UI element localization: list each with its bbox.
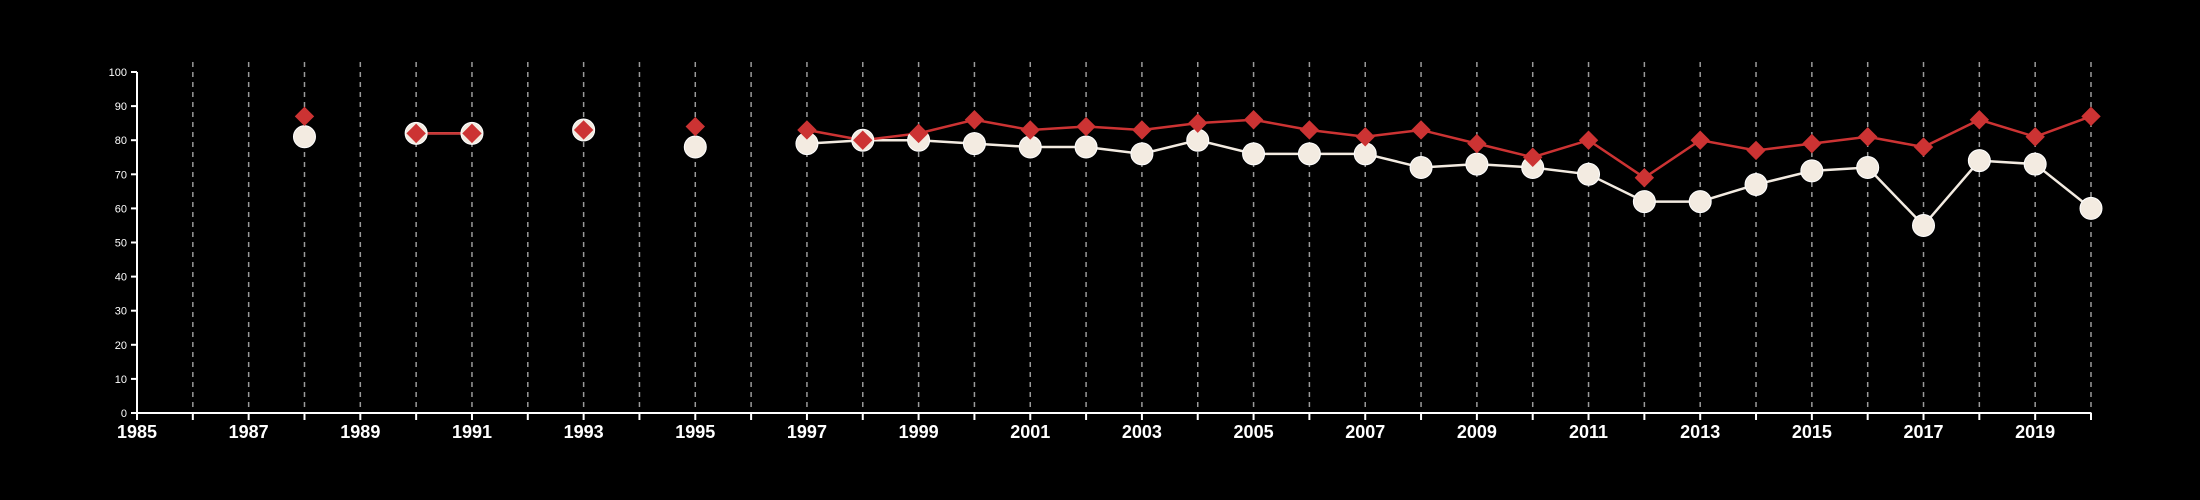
x-tick-label: 2017	[1903, 422, 1943, 442]
x-tick-label: 1999	[899, 422, 939, 442]
diamond-marker	[1690, 130, 1710, 150]
y-tick-label: 50	[115, 238, 127, 250]
x-tick-label: 1993	[564, 422, 604, 442]
x-tick-label: 2003	[1122, 422, 1162, 442]
y-tick-label: 100	[109, 67, 127, 79]
y-tick-label: 80	[115, 135, 127, 147]
circle-marker	[1856, 155, 1880, 179]
diamond-marker	[685, 116, 705, 137]
x-tick-label: 1995	[675, 422, 715, 442]
y-tick-label: 90	[115, 101, 127, 113]
circle-marker	[292, 125, 316, 149]
y-tick-label: 70	[115, 169, 127, 181]
x-tick-label: 1997	[787, 422, 827, 442]
y-tick-label: 40	[115, 272, 127, 284]
diamond-marker	[1969, 110, 1990, 130]
series-line-circle	[806, 138, 2092, 228]
diamond-marker	[2081, 106, 2101, 127]
y-tick-label: 60	[115, 203, 127, 215]
diamond-marker	[1802, 133, 1822, 154]
circle-marker	[2079, 196, 2103, 220]
diamond-marker	[1132, 120, 1152, 140]
x-tick-label: 1985	[117, 422, 157, 442]
x-tick-label: 2011	[1569, 422, 1608, 442]
axes-layer: 0 10 20 30 40 50 60 70 80 90 100 1985 1987 1989 1991 19…	[109, 67, 2092, 442]
circle-marker	[1632, 190, 1656, 214]
circle-marker	[1912, 213, 1936, 237]
series-line-diamond	[806, 115, 2092, 180]
circle-marker	[1800, 159, 1824, 183]
diamond-marker	[1467, 133, 1487, 154]
diamond-marker	[908, 123, 929, 144]
circle-marker	[1130, 142, 1154, 166]
x-tick-label: 1987	[229, 422, 269, 442]
diamond-marker	[853, 130, 873, 150]
circle-marker	[1577, 162, 1601, 186]
series-layer	[292, 106, 2103, 237]
grid-layer	[192, 62, 2092, 413]
x-tick-label: 2013	[1680, 422, 1720, 442]
diamond-marker	[1076, 116, 1096, 137]
diamond-marker	[2025, 127, 2045, 147]
circle-marker	[2023, 152, 2047, 176]
diamond-marker	[1634, 168, 1655, 188]
circle-marker	[1744, 173, 1768, 197]
x-tick-label: 2007	[1345, 422, 1385, 442]
circle-marker	[1409, 155, 1433, 179]
x-tick-label: 2015	[1792, 422, 1832, 442]
diamond-marker	[1746, 140, 1766, 161]
diamond-marker	[1411, 120, 1431, 140]
circle-marker	[1242, 142, 1266, 166]
circle-marker	[962, 132, 986, 156]
y-tick-label: 30	[115, 306, 127, 318]
x-tick-label: 1991	[452, 422, 492, 442]
diamond-marker	[1578, 130, 1599, 150]
diamond-marker	[294, 106, 315, 127]
diamond-marker	[1857, 127, 1878, 147]
diamond-marker	[1913, 137, 1934, 157]
diamond-marker	[462, 123, 482, 144]
x-tick-label: 1989	[340, 422, 380, 442]
diamond-marker	[1523, 147, 1543, 167]
circle-marker	[1297, 142, 1321, 166]
diamond-marker	[1299, 120, 1320, 140]
y-tick-label: 20	[115, 340, 127, 352]
circle-marker	[1074, 135, 1098, 159]
x-tick-label: 2001	[1010, 422, 1050, 442]
circle-marker	[1688, 190, 1712, 214]
diamond-marker	[1020, 120, 1040, 140]
diamond-marker	[1188, 113, 1208, 133]
diamond-marker	[964, 110, 985, 130]
diamond-marker	[406, 123, 426, 144]
diamond-marker	[1243, 110, 1264, 130]
x-tick-label: 2009	[1457, 422, 1497, 442]
diamond-marker	[573, 120, 594, 140]
diamond-marker	[1355, 127, 1375, 147]
diamond-marker	[797, 120, 817, 140]
circle-marker	[1465, 152, 1489, 176]
x-tick-label: 2005	[1234, 422, 1274, 442]
y-tick-label: 10	[115, 374, 127, 386]
circle-marker	[1967, 149, 1991, 173]
y-tick-label: 0	[121, 408, 127, 420]
x-tick-label: 2019	[2015, 422, 2055, 442]
circle-marker	[683, 135, 707, 159]
